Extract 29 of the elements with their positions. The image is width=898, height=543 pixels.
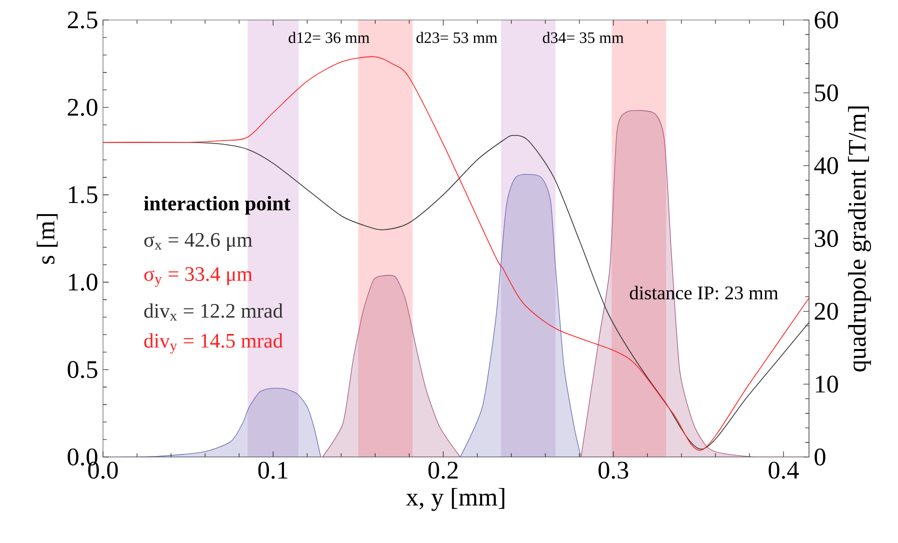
y-tick-label: 2.5 [68, 11, 98, 29]
y2-tick-label: 40 [814, 157, 838, 174]
y-axis-title: s [m] [36, 214, 58, 264]
y2-tick-label: 0 [814, 448, 826, 466]
y-tick-label: 2.0 [68, 98, 98, 116]
annotation: div$_{y}$ = 14.5 mrad [144, 333, 283, 354]
y2-tick-label: 60 [814, 11, 838, 29]
x-axis-title: x, y [mm] [406, 488, 504, 511]
y-tick-label: 1.5 [68, 186, 98, 204]
y-tick-label: 1.0 [68, 274, 98, 291]
annotation: div$_{x}$ = 12.2 mrad [144, 303, 283, 320]
y2-tick-label: 50 [815, 84, 838, 102]
y2-tick-label: 20 [814, 302, 838, 320]
x-tick-label: 0.4 [768, 462, 799, 479]
annotation: σ$_{y}$ = 33.4 μm [144, 267, 252, 287]
annotation: d23= 53 mm [416, 32, 498, 44]
annotation: σ$_{x}$ = 42.6 μm [144, 232, 252, 252]
x-tick-label: 0.1 [258, 462, 288, 479]
y-tick-label: 0.5 [68, 361, 98, 378]
annotation: interaction point [144, 196, 290, 215]
annotation: distance IP: 23 mm [630, 286, 778, 300]
x-tick-label: 0.3 [598, 462, 628, 479]
y2-tick-label: 10 [816, 376, 838, 393]
line-series [103, 56, 810, 450]
y2-axis-title: quadrupole gradient [T/m] [848, 106, 872, 372]
x-tick-label: 0.2 [428, 462, 458, 479]
annotation: d34= 35 mm [542, 32, 624, 44]
y2-tick-label: 30 [814, 230, 838, 248]
annotation: d12= 36 mm [288, 32, 370, 44]
